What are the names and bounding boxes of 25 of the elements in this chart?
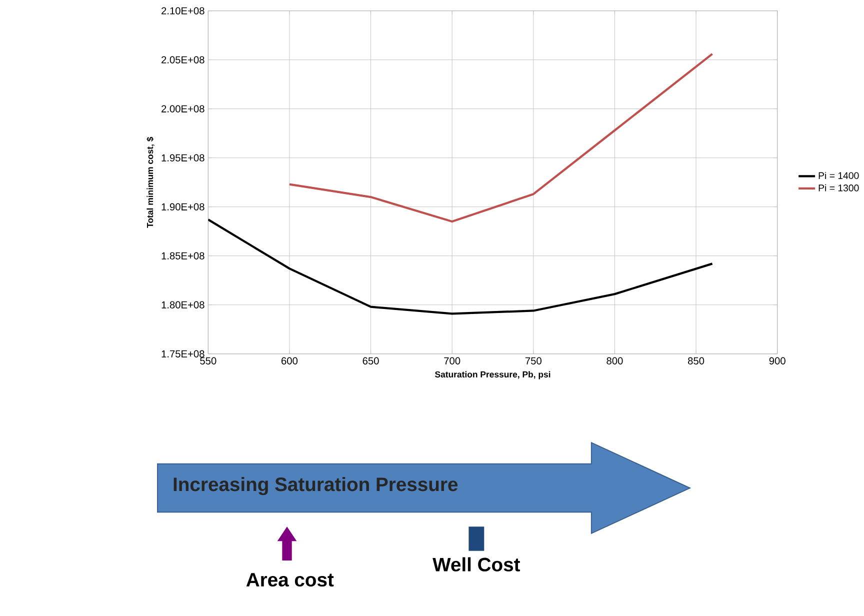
- y-axis-title: Total minimum cost, $: [146, 137, 154, 228]
- y-tick-label: 1.95E+08: [162, 154, 204, 162]
- text: Well Cost: [432, 557, 520, 572]
- legend-label: Pi = 1400: [818, 172, 859, 180]
- y-tick-label: 1.90E+08: [162, 203, 204, 211]
- text: Increasing Saturation Pressure: [174, 477, 458, 496]
- x-tick-label: 800: [606, 358, 623, 365]
- line-series: [288, 53, 714, 223]
- x-tick-label: 900: [769, 358, 786, 365]
- legend-label: Pi = 1300: [818, 184, 859, 192]
- text: Area cost: [246, 573, 334, 587]
- x-axis-title: Saturation Pressure, Pb, psi: [435, 371, 550, 380]
- x-tick-label: 850: [688, 358, 704, 365]
- y-tick-label: 1.85E+08: [162, 252, 204, 260]
- line-series: [208, 218, 714, 315]
- x-tick-label: 650: [362, 358, 379, 365]
- y-tick-label: 2.05E+08: [162, 56, 204, 64]
- y-tick-label: 2.00E+08: [162, 105, 204, 113]
- x-tick-label: 550: [200, 358, 216, 365]
- x-tick-label: 750: [525, 358, 542, 365]
- y-tick-label: 1.75E+08: [162, 350, 204, 358]
- y-tick-label: 2.10E+08: [162, 7, 204, 15]
- x-tick-label: 700: [444, 358, 460, 365]
- y-tick-label: 1.80E+08: [162, 301, 204, 309]
- x-tick-label: 600: [282, 358, 298, 365]
